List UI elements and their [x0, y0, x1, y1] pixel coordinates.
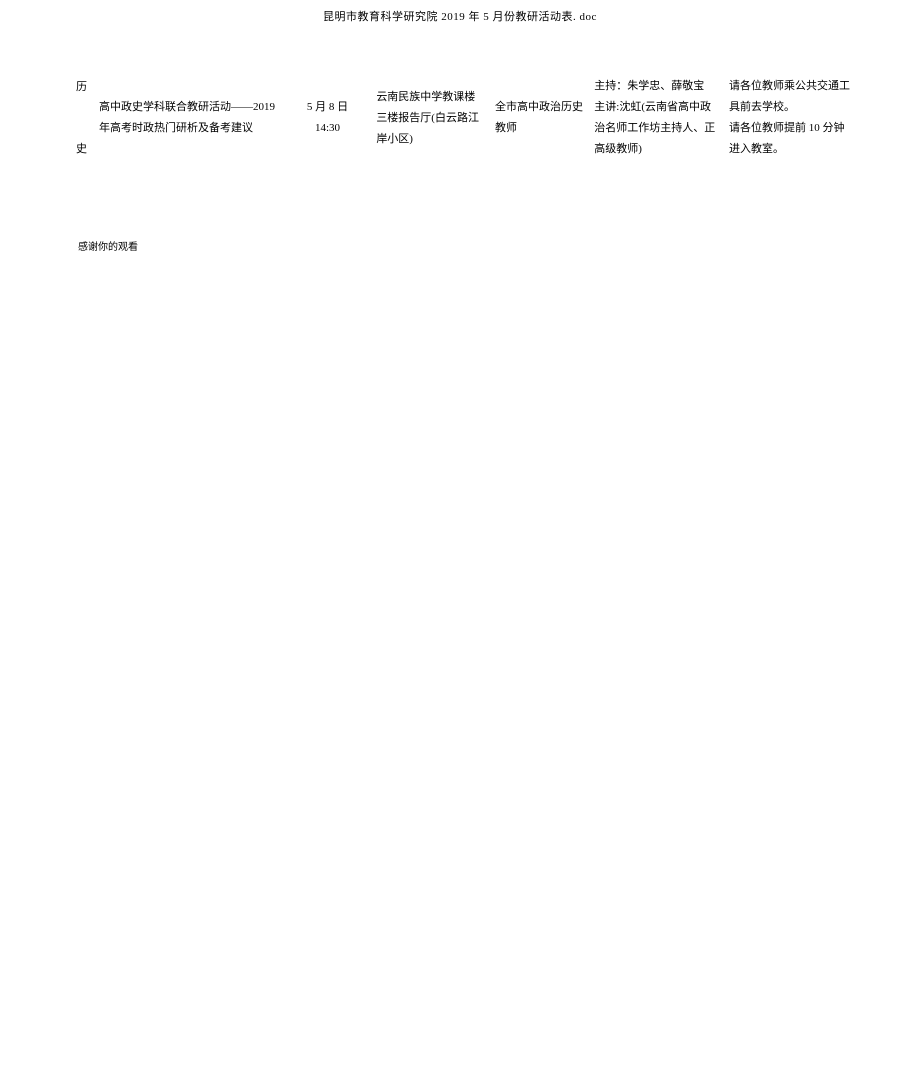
document-header-title: 昆明市教育科学研究院 2019 年 5 月份教研活动表. doc — [0, 0, 920, 24]
table-row: 历 史 高中政史学科联合教研活动——2019 年高考时政热门研析及备考建议 5 … — [70, 72, 850, 164]
cell-presenter: 主持：朱学忠、薛敬宝 主讲:沈虹(云南省高中政治名师工作坊主持人、正高级教师) — [590, 76, 725, 160]
cell-location: 云南民族中学教课楼三楼报告厅(白云路江岸小区) — [368, 87, 489, 150]
footer-thanks-text: 感谢你的观看 — [78, 238, 138, 253]
cell-date: 5 月 8 日 14:30 — [287, 97, 369, 139]
cell-notes: 请各位教师乘公共交通工具前去学校。 请各位教师提前 10 分钟进入教室。 — [725, 76, 850, 160]
cell-activity: 高中政史学科联合教研活动——2019 年高考时政热门研析及备考建议 — [99, 97, 287, 139]
cell-subject: 历 史 — [70, 72, 99, 164]
content-area: 历 史 高中政史学科联合教研活动——2019 年高考时政热门研析及备考建议 5 … — [0, 24, 920, 164]
cell-participants: 全市高中政治历史教师 — [489, 97, 590, 139]
